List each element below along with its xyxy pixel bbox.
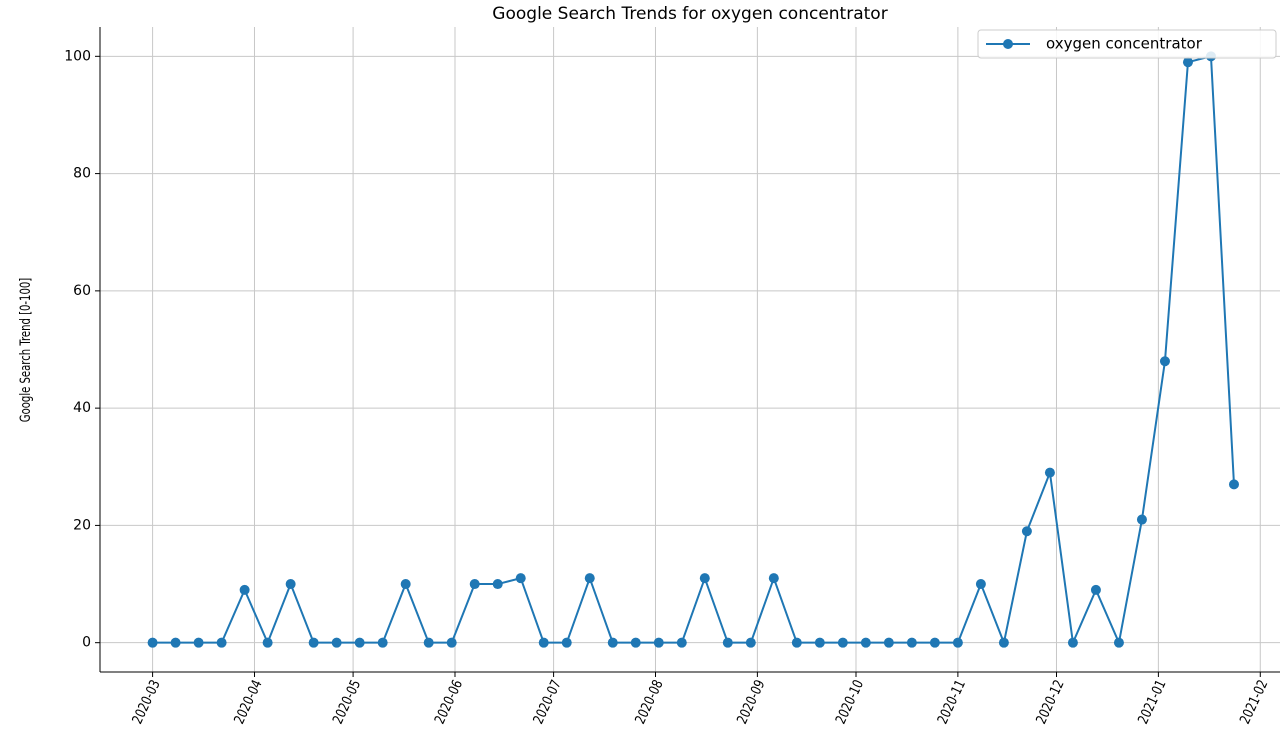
point xyxy=(285,579,296,590)
point xyxy=(699,573,710,584)
x-tick-label: 2020-05 xyxy=(329,677,364,726)
point xyxy=(791,637,802,648)
point xyxy=(147,637,158,648)
point xyxy=(860,637,871,648)
point xyxy=(561,637,572,648)
x-tick-label: 2021-02 xyxy=(1236,677,1271,726)
y-tick-label: 0 xyxy=(82,635,91,651)
point xyxy=(722,637,733,648)
point xyxy=(745,637,756,648)
point xyxy=(1067,637,1078,648)
legend-marker xyxy=(1003,39,1013,49)
point xyxy=(653,637,664,648)
legend: oxygen concentrator xyxy=(977,29,1277,59)
point xyxy=(1136,514,1147,525)
point xyxy=(1228,479,1239,490)
line xyxy=(152,55,1235,647)
x-tick-label: 2020-11 xyxy=(934,677,969,726)
x-tick-label: 2020-04 xyxy=(230,677,265,726)
x-tick-label: 2020-07 xyxy=(529,677,564,726)
point xyxy=(170,637,181,648)
point xyxy=(1182,57,1193,68)
point xyxy=(354,637,365,648)
point xyxy=(308,637,319,648)
y-tick-label: 100 xyxy=(64,48,91,64)
point xyxy=(929,637,940,648)
chart-title: Google Search Trends for oxygen concentr… xyxy=(492,4,887,24)
point xyxy=(377,637,388,648)
x-tick-label: 2020-08 xyxy=(631,677,666,726)
x-tick-label: 2021-01 xyxy=(1134,677,1169,726)
point xyxy=(998,637,1009,648)
x-tick-label: 2020-03 xyxy=(128,677,163,726)
x-tick-label: 2020-12 xyxy=(1032,677,1067,726)
point xyxy=(837,637,848,648)
point xyxy=(446,637,457,648)
point xyxy=(1090,584,1101,595)
point xyxy=(1113,637,1124,648)
point xyxy=(216,637,227,648)
point xyxy=(975,579,986,590)
y-tick-label: 60 xyxy=(73,283,91,299)
x-tick-label: 2020-10 xyxy=(832,677,867,726)
point xyxy=(239,584,250,595)
x-tick-label: 2020-09 xyxy=(733,677,768,726)
legend-label: oxygen concentrator xyxy=(1046,35,1203,53)
point xyxy=(400,579,411,590)
point xyxy=(469,579,480,590)
point xyxy=(262,637,273,648)
x-tick-label: 2020-06 xyxy=(431,677,466,726)
point xyxy=(952,637,963,648)
y-tick-label: 40 xyxy=(73,400,91,416)
point xyxy=(883,637,894,648)
point xyxy=(538,637,549,648)
point xyxy=(906,637,917,648)
point xyxy=(630,637,641,648)
point xyxy=(1021,526,1032,537)
point xyxy=(676,637,687,648)
point xyxy=(1159,356,1170,367)
y-axis-label: Google Search Trend [0-100] xyxy=(17,278,33,422)
point xyxy=(1044,467,1055,478)
point xyxy=(423,637,434,648)
point xyxy=(331,637,342,648)
point xyxy=(814,637,825,648)
legend-box xyxy=(977,29,1277,59)
point xyxy=(492,579,503,590)
point xyxy=(515,573,526,584)
point xyxy=(193,637,204,648)
y-tick-label: 80 xyxy=(73,166,91,182)
point xyxy=(607,637,618,648)
point xyxy=(768,573,779,584)
point xyxy=(584,573,595,584)
y-tick-label: 20 xyxy=(73,517,91,533)
